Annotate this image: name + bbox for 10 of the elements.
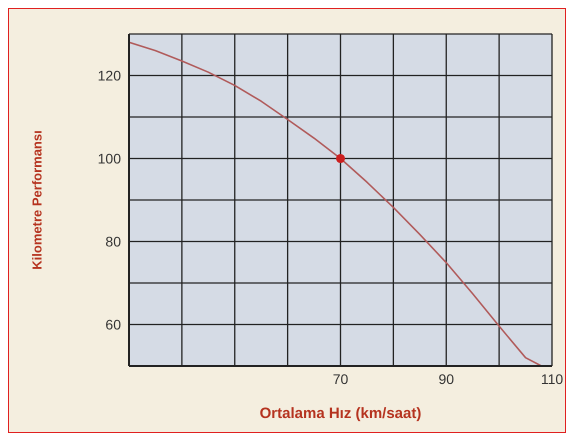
y-tick-label: 100 [98,150,122,166]
y-tick-label: 120 [98,67,122,84]
y-axis-title: Kilometre Performansı [30,130,45,270]
x-tick-label: 70 [332,370,348,387]
x-tick-label: 90 [438,370,454,387]
x-axis-title: Ortalama Hız (km/saat) [260,405,422,422]
y-tick-label: 60 [105,316,122,332]
y-tick-label: 80 [105,233,122,250]
x-tick-label: 110 [540,370,564,387]
line-series [129,42,542,366]
